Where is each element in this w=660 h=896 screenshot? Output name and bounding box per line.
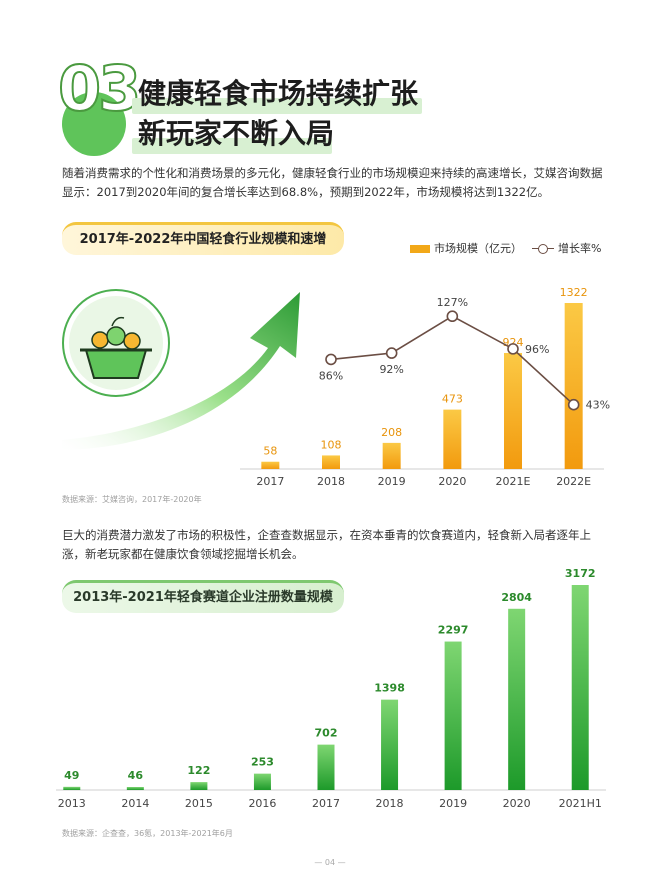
chart1-bar-label: 208 xyxy=(381,426,402,439)
chart1-bar xyxy=(443,409,462,469)
chart2-bar-label: 2804 xyxy=(501,591,532,604)
chart1-bar xyxy=(382,442,401,469)
legend-market-size: 市场规模（亿元） xyxy=(410,240,522,256)
chart1-growth-label: 92% xyxy=(379,363,403,376)
chart2-bar xyxy=(444,641,462,790)
legend-market-size-label: 市场规模（亿元） xyxy=(434,242,522,255)
chart1-bar xyxy=(564,303,583,469)
chart2-bar-label: 1398 xyxy=(374,682,405,695)
chart2-bar-label: 2297 xyxy=(438,624,469,637)
chart1-x-tick: 2019 xyxy=(378,475,406,488)
chart1-bar xyxy=(504,352,522,469)
chart1-plot: 5820171082018208201947320209242021E13222… xyxy=(240,286,610,488)
salad-bowl-icon xyxy=(62,289,170,397)
chart1-growth-label: 127% xyxy=(437,296,468,309)
title-highlight-2 xyxy=(132,138,332,154)
chart2-x-tick: 2015 xyxy=(185,797,213,810)
chart1-x-tick: 2017 xyxy=(256,475,284,488)
chart1-growth-point xyxy=(507,343,519,355)
chart1-bar-label: 58 xyxy=(263,445,277,458)
chart2-bar-label: 122 xyxy=(187,764,210,777)
growth-arrow-icon xyxy=(62,292,300,450)
chart1-bar xyxy=(322,455,340,469)
chart1-growth-point xyxy=(325,353,337,366)
chart2-bar xyxy=(190,782,208,790)
chart2-bar xyxy=(253,773,271,790)
chart1-x-tick: 2020 xyxy=(438,475,466,488)
page-number: — 04 — xyxy=(314,858,346,867)
legend-growth-rate-label: 增长率% xyxy=(558,242,602,255)
chart1-bar-label: 108 xyxy=(321,438,342,451)
chart1-x-tick: 2021E xyxy=(496,475,531,488)
chart2-bar xyxy=(317,744,335,790)
chart2-bar xyxy=(381,699,399,790)
second-paragraph: 巨大的消费潜力激发了市场的积极性，企查查数据显示，在资本垂青的饮食赛道内，轻食新… xyxy=(62,528,591,561)
legend-growth-rate: 增长率% xyxy=(532,240,601,256)
chart1-growth-label: 86% xyxy=(319,369,343,382)
legend-bar-swatch xyxy=(410,245,430,253)
chart1-growth-label: 43% xyxy=(586,399,610,412)
chart1-title-tag: 2017年-2022年中国轻食行业规模和速增 xyxy=(62,222,344,255)
chart1-growth-label: 96% xyxy=(525,343,549,356)
chart2-bar-label: 49 xyxy=(64,769,79,782)
intro-paragraph: 随着消费需求的个性化和消费场景的多元化，健康轻食行业的市场规模迎来持续的高速增长… xyxy=(62,166,603,199)
chart1-growth-point xyxy=(446,310,459,323)
chart1-source: 数据来源：艾媒咨询，2017年-2020年 xyxy=(62,495,202,504)
chart2-bar-label: 253 xyxy=(251,756,274,769)
chart2-bar-label: 702 xyxy=(315,727,338,740)
chart1-bar-label: 1322 xyxy=(560,286,588,299)
chart2-bar-label: 46 xyxy=(128,769,144,782)
chart2-bar xyxy=(63,786,81,790)
page-title-line1: 健康轻食市场持续扩张 xyxy=(138,77,419,110)
title-highlight-1 xyxy=(132,98,422,114)
chart2-x-tick: 2021H1 xyxy=(559,797,602,810)
chart2-x-tick: 2020 xyxy=(503,797,531,810)
chart1-bar xyxy=(261,461,280,469)
chart2-x-tick: 2014 xyxy=(121,797,149,810)
page-title-line2: 新玩家不断入局 xyxy=(138,117,335,150)
chart2-x-tick: 2017 xyxy=(312,797,340,810)
legend-line-swatch xyxy=(532,244,554,254)
chart2-bar xyxy=(508,608,526,790)
chart1-x-tick: 2022E xyxy=(556,475,591,488)
chart1-x-tick: 2018 xyxy=(317,475,345,488)
section-number-circle xyxy=(62,92,126,156)
chart2-x-tick: 2016 xyxy=(248,797,276,810)
chart1-bar-label: 473 xyxy=(442,393,463,406)
chart2-title-tag: 2013年-2021年轻食赛道企业注册数量规模 xyxy=(62,580,344,613)
chart2-x-tick: 2018 xyxy=(376,797,404,810)
chart2-bar xyxy=(571,585,589,790)
chart2-x-tick: 2013 xyxy=(58,797,86,810)
section-number: 03 xyxy=(57,52,142,125)
chart2-x-tick: 2019 xyxy=(439,797,467,810)
chart1-growth-point xyxy=(385,347,398,359)
chart1-growth-point xyxy=(567,398,580,411)
chart2-source: 数据来源：企查查，36氪，2013年-2021年6月 xyxy=(62,829,233,838)
chart1-growth-line xyxy=(330,315,575,406)
chart2-bar-label: 3172 xyxy=(565,567,596,580)
chart2-bar xyxy=(126,787,144,790)
chart2-plot: 49 2013 46 2014 122 2015 253 2016 702 2017 1398 201… xyxy=(56,567,606,810)
